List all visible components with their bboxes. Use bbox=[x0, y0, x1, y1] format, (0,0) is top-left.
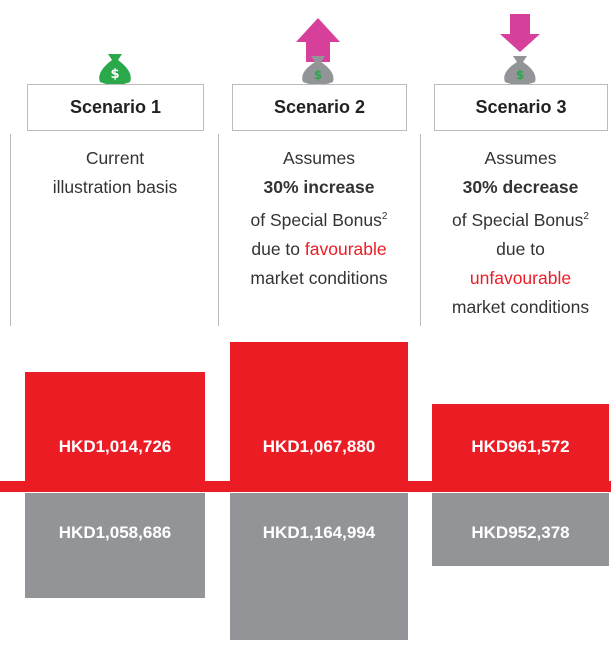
text-segment: market conditions bbox=[250, 267, 388, 288]
description-line: Current bbox=[13, 144, 217, 173]
divider bbox=[420, 134, 421, 326]
scenario-description: Assumes 30% increase of Special Bonus2 due … bbox=[218, 144, 420, 293]
icons: $ $ $ bbox=[99, 14, 540, 85]
text-segment: favourable bbox=[304, 238, 387, 259]
description-line: Assumes bbox=[218, 144, 420, 173]
description-line: 30% decrease bbox=[420, 173, 611, 202]
description-line: of Special Bonus2 bbox=[420, 202, 611, 235]
text-segment: of Special Bonus bbox=[452, 209, 584, 230]
lower-value-block: HKD1,164,994 bbox=[230, 493, 408, 640]
upper-value-block: HKD961,572 bbox=[432, 404, 609, 487]
description-line: due to favourable bbox=[218, 235, 420, 264]
footnote-ref: 2 bbox=[583, 211, 589, 222]
svg-text:$: $ bbox=[110, 67, 119, 82]
text-segment: 30% decrease bbox=[462, 177, 579, 197]
description-line: of Special Bonus2 bbox=[218, 202, 420, 235]
text-segment: 30% increase bbox=[263, 177, 375, 197]
text-segment: unfavourable bbox=[469, 267, 572, 288]
lower-value-block: HKD1,058,686 bbox=[25, 493, 205, 598]
scenario-header: Scenario 3 bbox=[434, 84, 608, 131]
text-segment: Current bbox=[85, 148, 145, 168]
upper-value-block: HKD1,014,726 bbox=[25, 372, 205, 487]
description-line: illustration basis bbox=[13, 173, 217, 202]
text-segment: Assumes bbox=[484, 148, 557, 168]
lower-value-block: HKD952,378 bbox=[432, 493, 609, 566]
scenario-description: Assumes 30% decrease of Special Bonus2 due … bbox=[420, 144, 611, 322]
description-line: unfavourable bbox=[420, 264, 611, 293]
svg-text:$: $ bbox=[516, 68, 524, 82]
description-line: 30% increase bbox=[218, 173, 420, 202]
footnote-ref: 2 bbox=[381, 211, 388, 222]
divider bbox=[218, 134, 219, 326]
scenario-description: Current illustration basis bbox=[13, 144, 217, 202]
upper-value-block: HKD1,067,880 bbox=[230, 342, 408, 487]
text-segment: due to bbox=[496, 238, 545, 259]
divider bbox=[10, 134, 11, 326]
text-segment: due to bbox=[251, 238, 305, 259]
scenario-header: Scenario 1 bbox=[27, 84, 204, 131]
scenario-header: Scenario 2 bbox=[232, 84, 407, 131]
money-bag-down-icon: $ bbox=[500, 14, 540, 85]
description-line: market conditions bbox=[420, 293, 611, 322]
text-segment: market conditions bbox=[451, 296, 590, 317]
text-segment: illustration basis bbox=[52, 177, 178, 197]
description-line: market conditions bbox=[218, 264, 420, 293]
description-line: due to bbox=[420, 235, 611, 264]
text-segment: of Special Bonus bbox=[250, 209, 382, 230]
text-segment: Assumes bbox=[283, 148, 355, 168]
description-line: Assumes bbox=[420, 144, 611, 173]
svg-text:$: $ bbox=[314, 68, 322, 82]
money-bag-icon: $ bbox=[99, 54, 131, 85]
money-bag-up-icon: $ bbox=[296, 18, 340, 85]
